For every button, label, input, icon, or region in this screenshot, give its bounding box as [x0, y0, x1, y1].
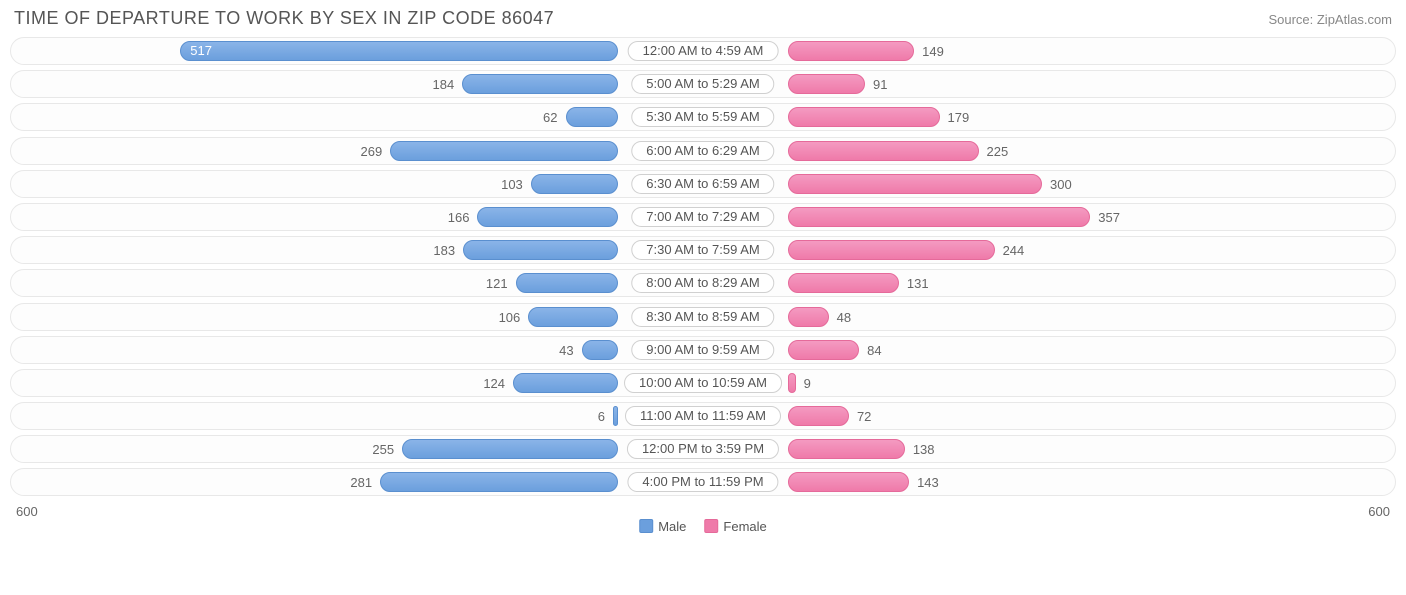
axis-labels: 600 600	[10, 502, 1396, 519]
male-value: 184	[433, 71, 455, 99]
female-bar	[788, 207, 1090, 227]
male-value: 103	[501, 171, 523, 199]
female-value: 9	[804, 370, 811, 398]
bar-row: 8:30 AM to 8:59 AM 106 48	[10, 303, 1396, 331]
chart-title: TIME OF DEPARTURE TO WORK BY SEX IN ZIP …	[14, 8, 554, 29]
legend: Male Female	[639, 519, 767, 534]
male-value: 121	[486, 270, 508, 298]
male-bar	[477, 207, 618, 227]
male-bar	[513, 373, 618, 393]
male-swatch-icon	[639, 519, 653, 533]
row-category-label: 5:00 AM to 5:29 AM	[631, 74, 774, 94]
female-bar	[788, 472, 909, 492]
female-value: 131	[907, 270, 929, 298]
male-value: 106	[499, 304, 521, 332]
female-bar	[788, 74, 865, 94]
chart-header: TIME OF DEPARTURE TO WORK BY SEX IN ZIP …	[10, 6, 1396, 37]
male-value: 43	[559, 337, 573, 365]
male-bar	[613, 406, 618, 426]
row-category-label: 7:30 AM to 7:59 AM	[631, 240, 774, 260]
row-category-label: 4:00 PM to 11:59 PM	[627, 472, 778, 492]
male-value: 166	[448, 204, 470, 232]
female-value: 138	[913, 436, 935, 464]
male-value: 517	[180, 41, 222, 61]
female-bar	[788, 439, 905, 459]
row-category-label: 6:30 AM to 6:59 AM	[631, 174, 774, 194]
male-bar	[516, 273, 618, 293]
bar-row: 7:00 AM to 7:29 AM 166 357	[10, 203, 1396, 231]
female-bar	[788, 240, 995, 260]
male-value: 124	[483, 370, 505, 398]
male-value: 255	[372, 436, 394, 464]
female-bar	[788, 107, 940, 127]
bar-row: 12:00 AM to 4:59 AM 517 149	[10, 37, 1396, 65]
bar-row: 5:30 AM to 5:59 AM 62 179	[10, 103, 1396, 131]
male-bar	[462, 74, 618, 94]
female-bar	[788, 174, 1042, 194]
male-bar	[380, 472, 618, 492]
diverging-bar-chart: 12:00 AM to 4:59 AM 517 149 5:00 AM to 5:29…	[10, 37, 1396, 496]
female-value: 48	[837, 304, 851, 332]
bar-row: 6:30 AM to 6:59 AM 103 300	[10, 170, 1396, 198]
female-swatch-icon	[704, 519, 718, 533]
male-value: 6	[598, 403, 605, 431]
female-value: 357	[1098, 204, 1120, 232]
male-bar	[463, 240, 618, 260]
female-value: 143	[917, 469, 939, 497]
female-bar	[788, 273, 899, 293]
female-value: 244	[1003, 237, 1025, 265]
bar-row: 10:00 AM to 10:59 AM 124 9	[10, 369, 1396, 397]
female-value: 91	[873, 71, 887, 99]
bar-row: 5:00 AM to 5:29 AM 184 91	[10, 70, 1396, 98]
legend-female: Female	[704, 519, 766, 534]
legend-male-label: Male	[658, 519, 686, 534]
bar-row: 6:00 AM to 6:29 AM 269 225	[10, 137, 1396, 165]
chart-source: Source: ZipAtlas.com	[1268, 12, 1392, 27]
female-value: 225	[987, 138, 1009, 166]
male-bar	[531, 174, 618, 194]
row-category-label: 10:00 AM to 10:59 AM	[624, 373, 782, 393]
male-bar	[528, 307, 618, 327]
male-bar	[390, 141, 618, 161]
row-category-label: 12:00 PM to 3:59 PM	[627, 439, 779, 459]
male-value: 269	[361, 138, 383, 166]
row-category-label: 12:00 AM to 4:59 AM	[628, 41, 779, 61]
female-value: 84	[867, 337, 881, 365]
chart-footer: 600 600 Male Female	[10, 502, 1396, 524]
male-value: 281	[350, 469, 372, 497]
row-category-label: 11:00 AM to 11:59 AM	[625, 406, 781, 426]
female-value: 179	[948, 104, 970, 132]
male-bar	[582, 340, 618, 360]
row-category-label: 6:00 AM to 6:29 AM	[631, 141, 774, 161]
female-bar	[788, 141, 979, 161]
row-category-label: 7:00 AM to 7:29 AM	[631, 207, 774, 227]
male-value: 183	[433, 237, 455, 265]
female-bar	[788, 373, 796, 393]
bar-row: 7:30 AM to 7:59 AM 183 244	[10, 236, 1396, 264]
bar-row: 9:00 AM to 9:59 AM 43 84	[10, 336, 1396, 364]
female-bar	[788, 307, 829, 327]
female-bar	[788, 340, 859, 360]
row-category-label: 9:00 AM to 9:59 AM	[631, 340, 774, 360]
axis-max-left: 600	[16, 504, 38, 519]
male-bar	[402, 439, 618, 459]
female-value: 72	[857, 403, 871, 431]
row-category-label: 8:00 AM to 8:29 AM	[631, 273, 774, 293]
axis-max-right: 600	[1368, 504, 1390, 519]
row-category-label: 5:30 AM to 5:59 AM	[631, 107, 774, 127]
row-category-label: 8:30 AM to 8:59 AM	[631, 307, 774, 327]
bar-row: 4:00 PM to 11:59 PM 281 143	[10, 468, 1396, 496]
bar-row: 11:00 AM to 11:59 AM 6 72	[10, 402, 1396, 430]
male-bar	[566, 107, 618, 127]
female-value: 149	[922, 38, 944, 66]
female-value: 300	[1050, 171, 1072, 199]
legend-female-label: Female	[723, 519, 766, 534]
male-value: 62	[543, 104, 557, 132]
female-bar	[788, 406, 849, 426]
male-bar	[180, 41, 618, 61]
female-bar	[788, 41, 914, 61]
bar-row: 12:00 PM to 3:59 PM 255 138	[10, 435, 1396, 463]
bar-row: 8:00 AM to 8:29 AM 121 131	[10, 269, 1396, 297]
legend-male: Male	[639, 519, 686, 534]
